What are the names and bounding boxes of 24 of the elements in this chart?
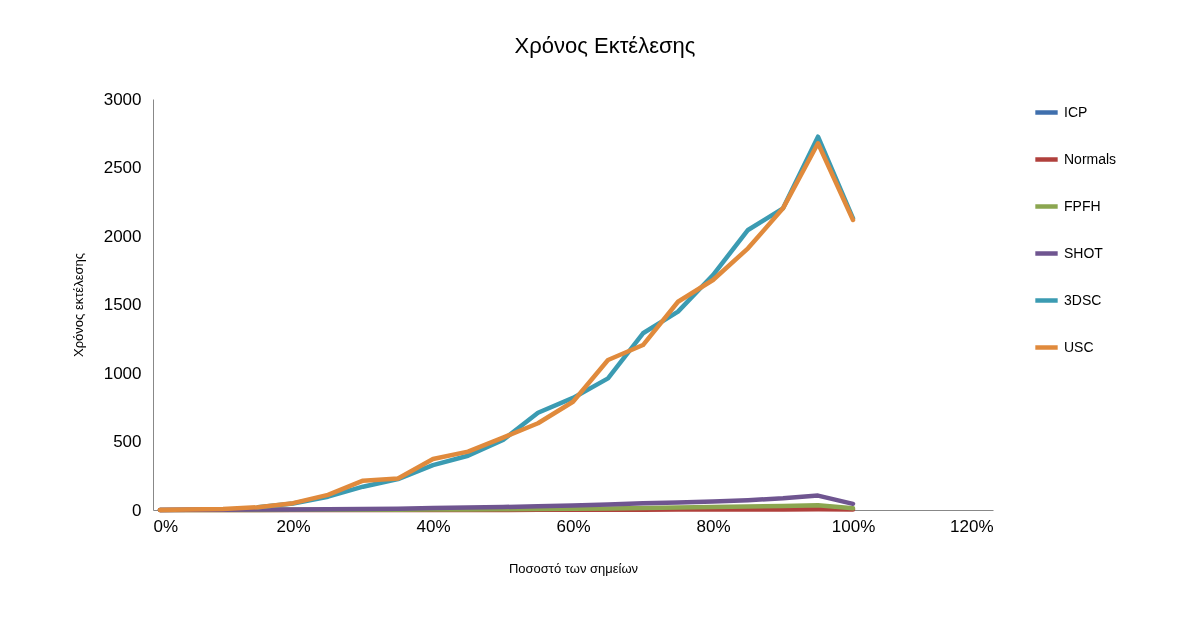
x-tick-label: 80% — [696, 516, 731, 536]
x-tick-label: 0% — [153, 516, 179, 536]
chart-title: Χρόνος Εκτέλεσης — [514, 33, 696, 58]
legend-label: USC — [1064, 338, 1094, 355]
y-tick-label: 1000 — [103, 363, 142, 383]
y-tick-label: 2500 — [103, 158, 142, 177]
line-series — [157, 141, 856, 513]
y-axis-title: Χρόνος εκτέλεσης — [70, 253, 86, 357]
x-tick-label: 120% — [950, 516, 994, 536]
x-tick-label: 60% — [556, 516, 591, 536]
y-tick-label: 1500 — [103, 295, 142, 314]
x-tick-label: 20% — [276, 516, 311, 536]
x-axis-title: Ποσοστό των σημείων — [508, 560, 639, 576]
legend-label: 3DSC — [1064, 291, 1102, 308]
legend-label: FPFH — [1064, 197, 1101, 214]
x-tick-label: 40% — [416, 516, 451, 536]
y-tick-label: 2000 — [103, 226, 142, 246]
y-tick-label: 500 — [113, 432, 142, 451]
y-tick-label: 3000 — [103, 89, 142, 109]
legend-label: Normals — [1064, 150, 1117, 167]
x-tick-label: 100% — [831, 516, 876, 536]
legend-label: ICP — [1064, 103, 1088, 120]
legend-label: SHOT — [1064, 244, 1104, 261]
y-tick-label: 0 — [132, 500, 142, 520]
